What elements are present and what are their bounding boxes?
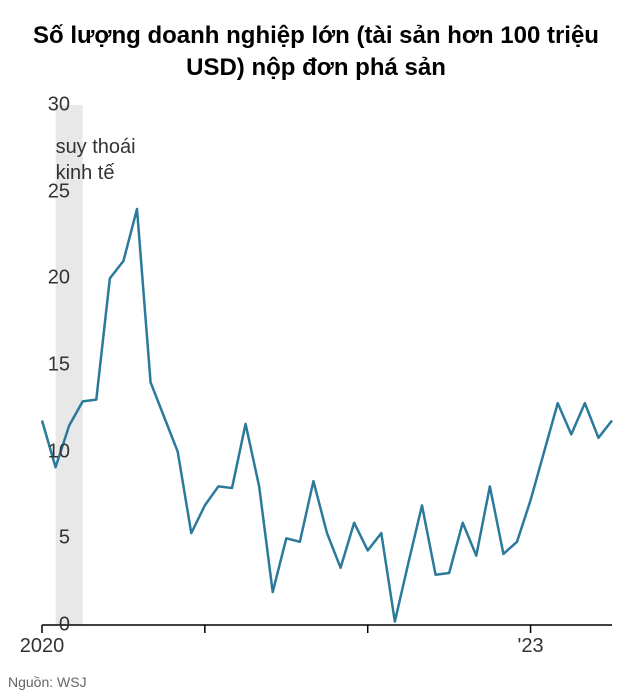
y-tick-label: 0 — [59, 614, 70, 637]
chart-title: Số lượng doanh nghiệp lớn (tài sản hơn 1… — [20, 20, 612, 85]
y-tick-label: 30 — [48, 94, 70, 117]
y-tick-label: 5 — [59, 527, 70, 550]
y-tick-label: 15 — [48, 354, 70, 377]
chart-source: Nguồn: WSJ — [8, 674, 87, 690]
recession-annotation: suy thoái kinh tế — [56, 134, 136, 186]
y-tick-label: 20 — [48, 267, 70, 290]
y-tick-label: 10 — [48, 440, 70, 463]
plot-area: 0510152025302020'23suy thoái kinh tế — [42, 105, 612, 625]
data-line — [42, 209, 612, 622]
chart-container: Số lượng doanh nghiệp lớn (tài sản hơn 1… — [0, 0, 632, 698]
x-tick-label: '23 — [518, 635, 544, 658]
x-tick-label: 2020 — [20, 635, 65, 658]
